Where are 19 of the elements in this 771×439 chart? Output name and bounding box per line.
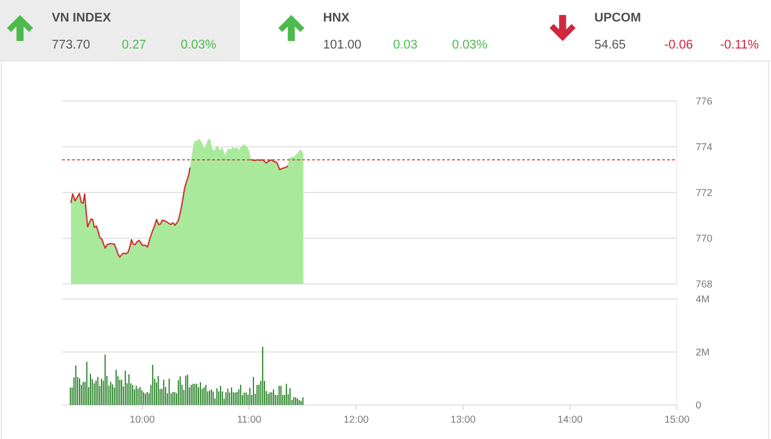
category-label: VN INDEX: [52, 12, 111, 22]
data-label: -0.11%: [720, 40, 758, 49]
x-tick-label: 15:00: [665, 416, 690, 423]
category-label: UPCOM: [595, 12, 640, 22]
y-tick-label: 0: [696, 401, 701, 409]
x-tick-label: 13:00: [451, 416, 476, 423]
y-tick-label: 2M: [696, 348, 709, 356]
x-tick-label: 11:00: [238, 416, 261, 423]
y-tick-label: 772: [696, 189, 712, 196]
data-label: -0.06: [664, 40, 692, 49]
y-tick-label: 776: [696, 97, 712, 105]
y-tick-label: 774: [696, 143, 712, 150]
x-tick-label: 10:00: [130, 416, 154, 423]
y-tick-label: 770: [696, 234, 712, 242]
y-tick-label: 768: [696, 280, 712, 288]
x-tick-label: 14:00: [558, 416, 582, 423]
y-tick-label: 4M: [696, 296, 709, 302]
x-tick-label: 12:00: [344, 416, 368, 423]
category-label: HNX: [324, 12, 350, 22]
